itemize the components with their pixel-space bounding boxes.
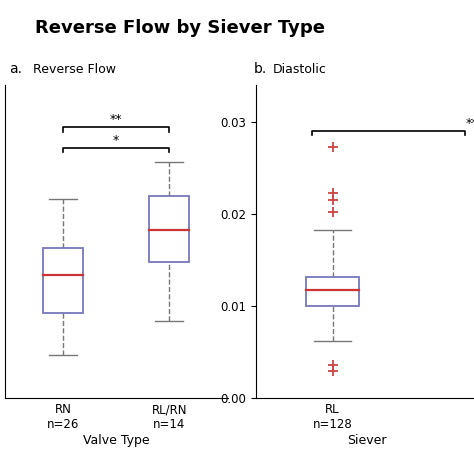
Text: **: **	[110, 113, 122, 126]
Text: a.: a.	[9, 63, 22, 76]
Text: Diastolic: Diastolic	[273, 64, 327, 76]
Text: b.: b.	[254, 63, 267, 76]
Bar	[306, 277, 359, 306]
Text: Reverse Flow: Reverse Flow	[33, 64, 116, 76]
Text: ***: ***	[466, 117, 474, 130]
Bar	[149, 196, 189, 262]
Text: Reverse Flow by Siever Type: Reverse Flow by Siever Type	[35, 19, 325, 37]
X-axis label: Valve Type: Valve Type	[83, 434, 149, 447]
X-axis label: Siever: Siever	[347, 434, 387, 447]
Text: *: *	[113, 134, 119, 146]
Bar	[43, 248, 83, 313]
